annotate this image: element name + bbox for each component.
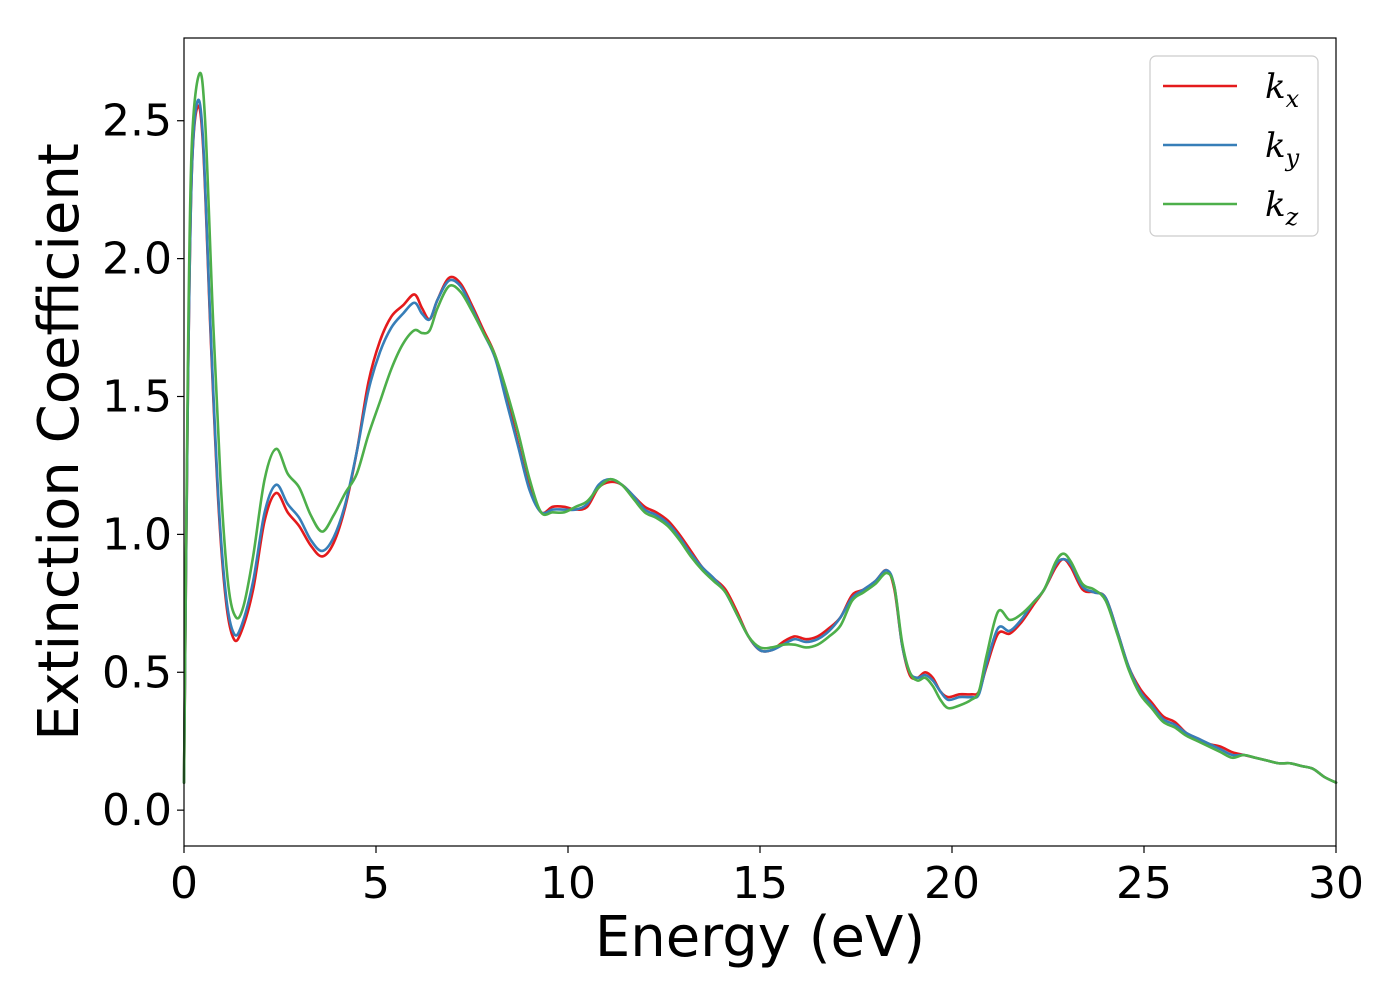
y-tick-label: 2.5 bbox=[102, 96, 172, 147]
legend-label-base: k bbox=[1265, 185, 1286, 225]
y-tick-label: 2.0 bbox=[102, 234, 172, 285]
y-tick-label: 1.0 bbox=[102, 509, 172, 560]
x-tick-label: 15 bbox=[732, 858, 788, 909]
y-tick-label: 0.5 bbox=[102, 647, 172, 698]
x-tick-label: 10 bbox=[540, 858, 596, 909]
x-tick-label: 0 bbox=[170, 858, 198, 909]
x-tick-label: 30 bbox=[1308, 858, 1364, 909]
y-axis-title: Extinction Coefficient bbox=[27, 143, 92, 741]
y-tick-label: 1.5 bbox=[102, 371, 172, 422]
legend-label-subscript: x bbox=[1286, 85, 1300, 113]
y-tick-label: 0.0 bbox=[102, 785, 172, 836]
x-tick-label: 25 bbox=[1116, 858, 1172, 909]
legend-label-kz: kz bbox=[1265, 185, 1299, 231]
legend-label-ky: ky bbox=[1265, 126, 1300, 172]
series-line-kz bbox=[182, 71, 1338, 784]
x-axis-ticks: 0 5 10 15 20 25 30 bbox=[170, 846, 1364, 909]
legend-label-kx: kx bbox=[1265, 67, 1300, 113]
legend-label-base: k bbox=[1265, 67, 1286, 107]
x-tick-label: 20 bbox=[924, 858, 980, 909]
legend-label-subscript: y bbox=[1285, 144, 1300, 172]
x-tick-label: 5 bbox=[362, 858, 390, 909]
x-axis-title: Energy (eV) bbox=[595, 905, 925, 970]
y-axis-ticks: 0.0 0.5 1.0 1.5 2.0 2.5 bbox=[102, 96, 184, 836]
plot-lines bbox=[182, 71, 1338, 784]
legend-label-base: k bbox=[1265, 126, 1286, 166]
legend-label-subscript: z bbox=[1285, 203, 1299, 231]
